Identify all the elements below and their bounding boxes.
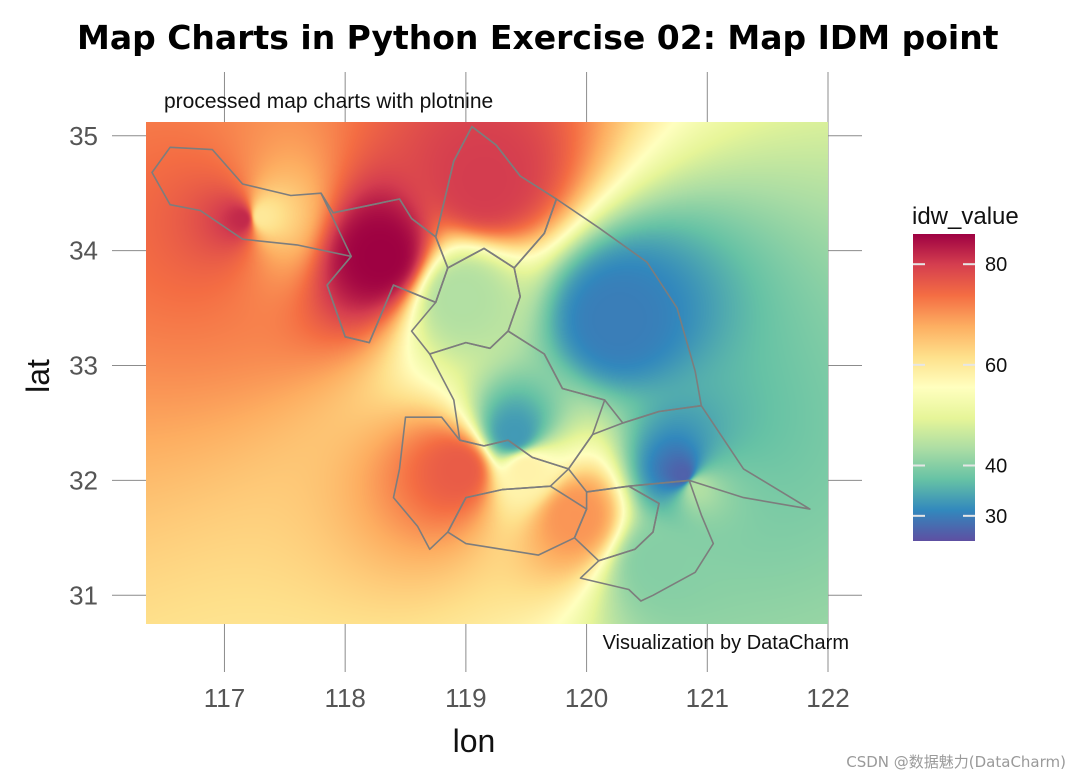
x-tick-label: 118 bbox=[324, 683, 365, 713]
province-boundaries bbox=[151, 125, 811, 602]
x-axis-label: lon bbox=[453, 723, 496, 759]
x-tick-label: 117 bbox=[204, 683, 245, 713]
legend-tick-label: 40 bbox=[985, 456, 1007, 478]
x-tick-label: 121 bbox=[686, 683, 729, 713]
chart-subtitle: processed map charts with plotnine bbox=[164, 90, 493, 113]
legend-tick-label: 80 bbox=[985, 254, 1007, 276]
y-axis-ticks: 31 32 33 34 35 bbox=[69, 121, 98, 610]
x-tick-label: 122 bbox=[806, 683, 849, 713]
x-tick-label: 119 bbox=[445, 683, 486, 713]
chart-caption: Visualization by DataCharm bbox=[603, 632, 849, 654]
plot-panel bbox=[146, 122, 828, 624]
y-axis-label: lat bbox=[20, 359, 56, 393]
legend-tick-label: 30 bbox=[985, 506, 1007, 528]
idw-heatmap-raster bbox=[146, 122, 828, 624]
watermark: CSDN @数据魅力(DataCharm) bbox=[846, 753, 1066, 771]
y-tick-label: 34 bbox=[69, 236, 98, 266]
legend-ticks: 30 40 60 80 bbox=[913, 254, 1007, 528]
y-tick-label: 31 bbox=[69, 580, 98, 610]
y-tick-label: 35 bbox=[69, 121, 98, 151]
y-tick-label: 32 bbox=[69, 465, 98, 495]
legend-tick-label: 60 bbox=[985, 355, 1007, 377]
legend-colorbar bbox=[913, 234, 975, 541]
chart-title: Map Charts in Python Exercise 02: Map ID… bbox=[77, 18, 999, 57]
x-tick-label: 120 bbox=[565, 683, 608, 713]
y-tick-label: 33 bbox=[69, 351, 98, 381]
x-axis-ticks: 117 118 119 120 121 122 bbox=[204, 683, 850, 713]
legend: idw_value 30 40 60 80 bbox=[912, 203, 1019, 541]
legend-title: idw_value bbox=[912, 203, 1019, 230]
city-boundary bbox=[579, 479, 715, 602]
